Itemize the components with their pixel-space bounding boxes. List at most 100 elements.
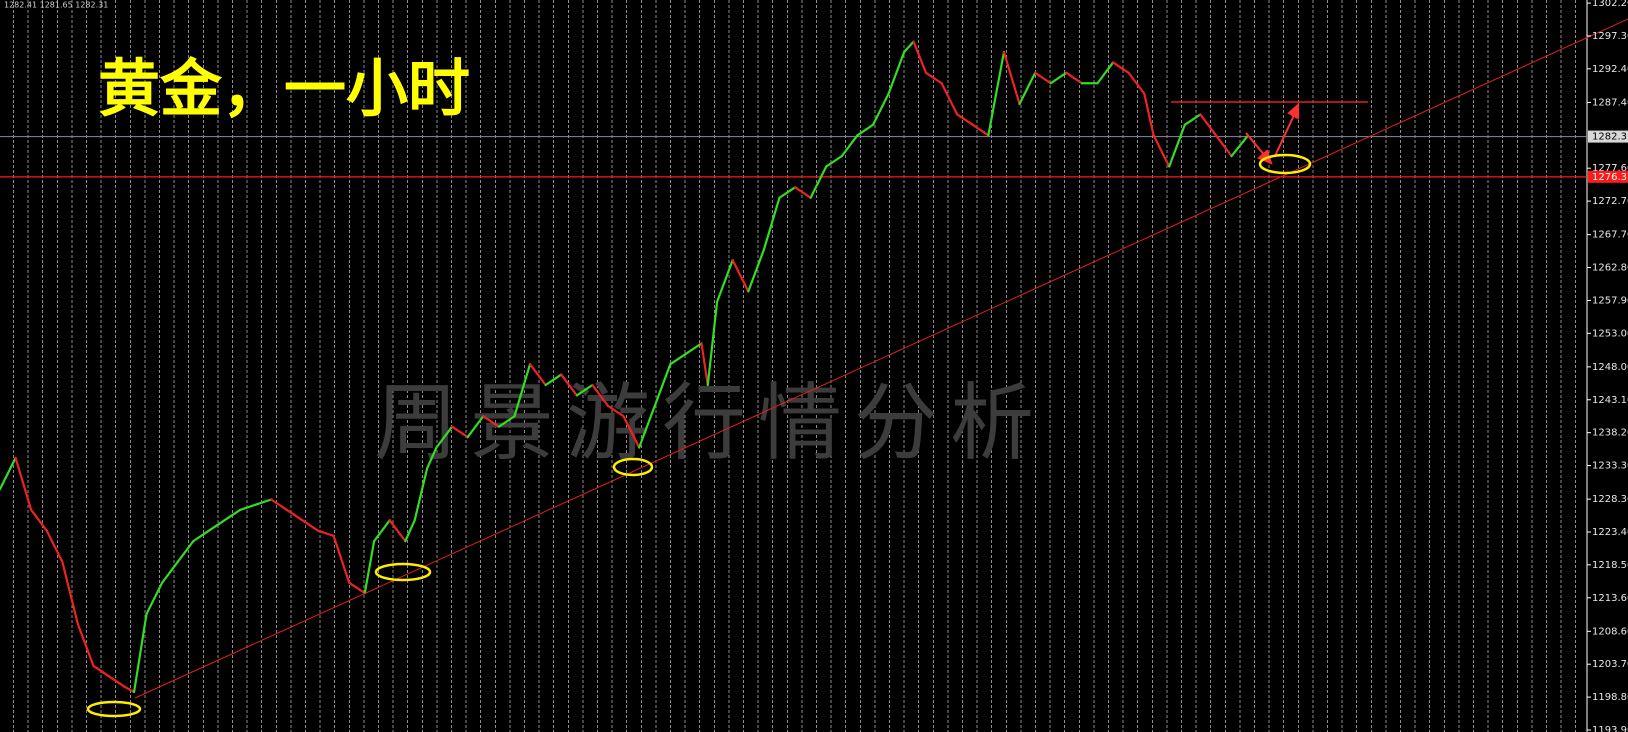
price-segment [388, 519, 407, 543]
price-segment [0, 456, 17, 491]
price-segment [1002, 50, 1021, 106]
price-segment [1230, 135, 1249, 158]
y-tick-label: 1253.00 [1592, 328, 1628, 339]
y-tick-label: 1297.30 [1592, 31, 1628, 42]
level-label: 1276.31 [1592, 172, 1628, 183]
y-tick-label: 1277.60 [1592, 163, 1628, 174]
price-segment [1127, 71, 1146, 95]
price-segment [301, 519, 320, 532]
price-segment [575, 383, 594, 397]
y-tick-label: 1238.20 [1592, 428, 1628, 439]
price-segment [363, 540, 376, 595]
price-segment [1152, 134, 1171, 168]
y-tick-label: 1262.80 [1592, 263, 1628, 274]
current-price-label: 1282.31 [1592, 132, 1628, 143]
price-segment [887, 50, 906, 95]
vertical-grid [0, 0, 1587, 732]
price-segment [606, 404, 625, 418]
price-segment [404, 519, 416, 543]
y-tick-label: 1228.30 [1592, 494, 1628, 505]
price-segment [207, 519, 226, 532]
price-segment [912, 40, 928, 74]
price-segment [716, 259, 734, 303]
price-segment [316, 529, 335, 537]
price-segment [1199, 113, 1218, 137]
price-segment [435, 425, 454, 449]
marks [0, 40, 1587, 694]
price-segment [482, 415, 500, 428]
y-tick-label: 1267.70 [1592, 230, 1628, 241]
y-tick-label: 1257.90 [1592, 295, 1628, 306]
price-segment [528, 363, 547, 387]
price-segment [1034, 71, 1052, 85]
arrow-up [1274, 112, 1296, 157]
y-tick-label: 1243.10 [1592, 395, 1628, 406]
y-tick-label: 1193.90 [1592, 725, 1628, 732]
price-segment [1065, 71, 1084, 85]
price-segment [871, 92, 890, 126]
price-segment [856, 123, 875, 137]
price-segment [30, 508, 48, 532]
low-marker [612, 457, 654, 477]
price-segment [497, 415, 516, 428]
price-segment [1183, 113, 1202, 126]
price-segment [92, 664, 111, 678]
current-price-box [1588, 130, 1628, 143]
y-tick-label: 1203.70 [1592, 659, 1628, 670]
price-segment [14, 456, 33, 512]
price-segment [809, 165, 828, 199]
price-segment [1143, 92, 1155, 137]
price-segment [513, 363, 532, 418]
watermark: 周景游行情分析 [374, 374, 1046, 472]
price-segment [76, 623, 95, 668]
price-segment [684, 342, 703, 355]
price-segment [348, 581, 366, 595]
price-segment [622, 415, 641, 449]
y-tick-label: 1248.00 [1592, 362, 1628, 373]
price-segment [700, 342, 709, 387]
arrow-head [1287, 102, 1299, 120]
y-tick-label: 1233.30 [1592, 461, 1628, 472]
y-tick-label: 1223.40 [1592, 527, 1628, 538]
price-segment [238, 503, 257, 512]
price-segment [413, 467, 429, 522]
arrow-down [1245, 132, 1267, 158]
price-segment [706, 300, 719, 387]
target-marker [1258, 153, 1312, 175]
price-segment [466, 415, 485, 439]
price-segment [1168, 123, 1186, 168]
y-tick-label: 1292.40 [1592, 64, 1628, 75]
highlights [86, 153, 1312, 718]
y-tick-label: 1287.40 [1592, 97, 1628, 108]
price-segment [223, 508, 242, 522]
price-segment [731, 259, 750, 293]
low-marker [374, 562, 432, 582]
price-segment [1214, 134, 1233, 158]
price-segment [450, 425, 469, 439]
low-marker [86, 700, 142, 718]
price-segment [1096, 61, 1115, 85]
price-segment [940, 82, 959, 116]
price-segment [426, 446, 438, 470]
price-segment [987, 50, 1006, 137]
level-box [1588, 170, 1628, 183]
y-tick-label: 1198.80 [1592, 692, 1628, 703]
y-tick-label: 1213.60 [1592, 593, 1628, 604]
price-segment [332, 534, 351, 584]
info-text: 1282.41 1281.65 1282.31 [4, 1, 108, 10]
price-segment [270, 498, 288, 512]
price-segment [747, 248, 765, 293]
price-segment [45, 529, 64, 564]
y-tick-label: 1218.50 [1592, 560, 1628, 571]
trend-line [134, 18, 1628, 699]
y-tick-label: 1272.70 [1592, 196, 1628, 207]
price-segment [285, 508, 304, 522]
price-segment [161, 560, 179, 584]
price-segment [840, 134, 859, 158]
price-segment [373, 519, 391, 543]
price-segment [1111, 61, 1130, 74]
price-segment [825, 155, 843, 168]
price-segment [971, 123, 990, 137]
